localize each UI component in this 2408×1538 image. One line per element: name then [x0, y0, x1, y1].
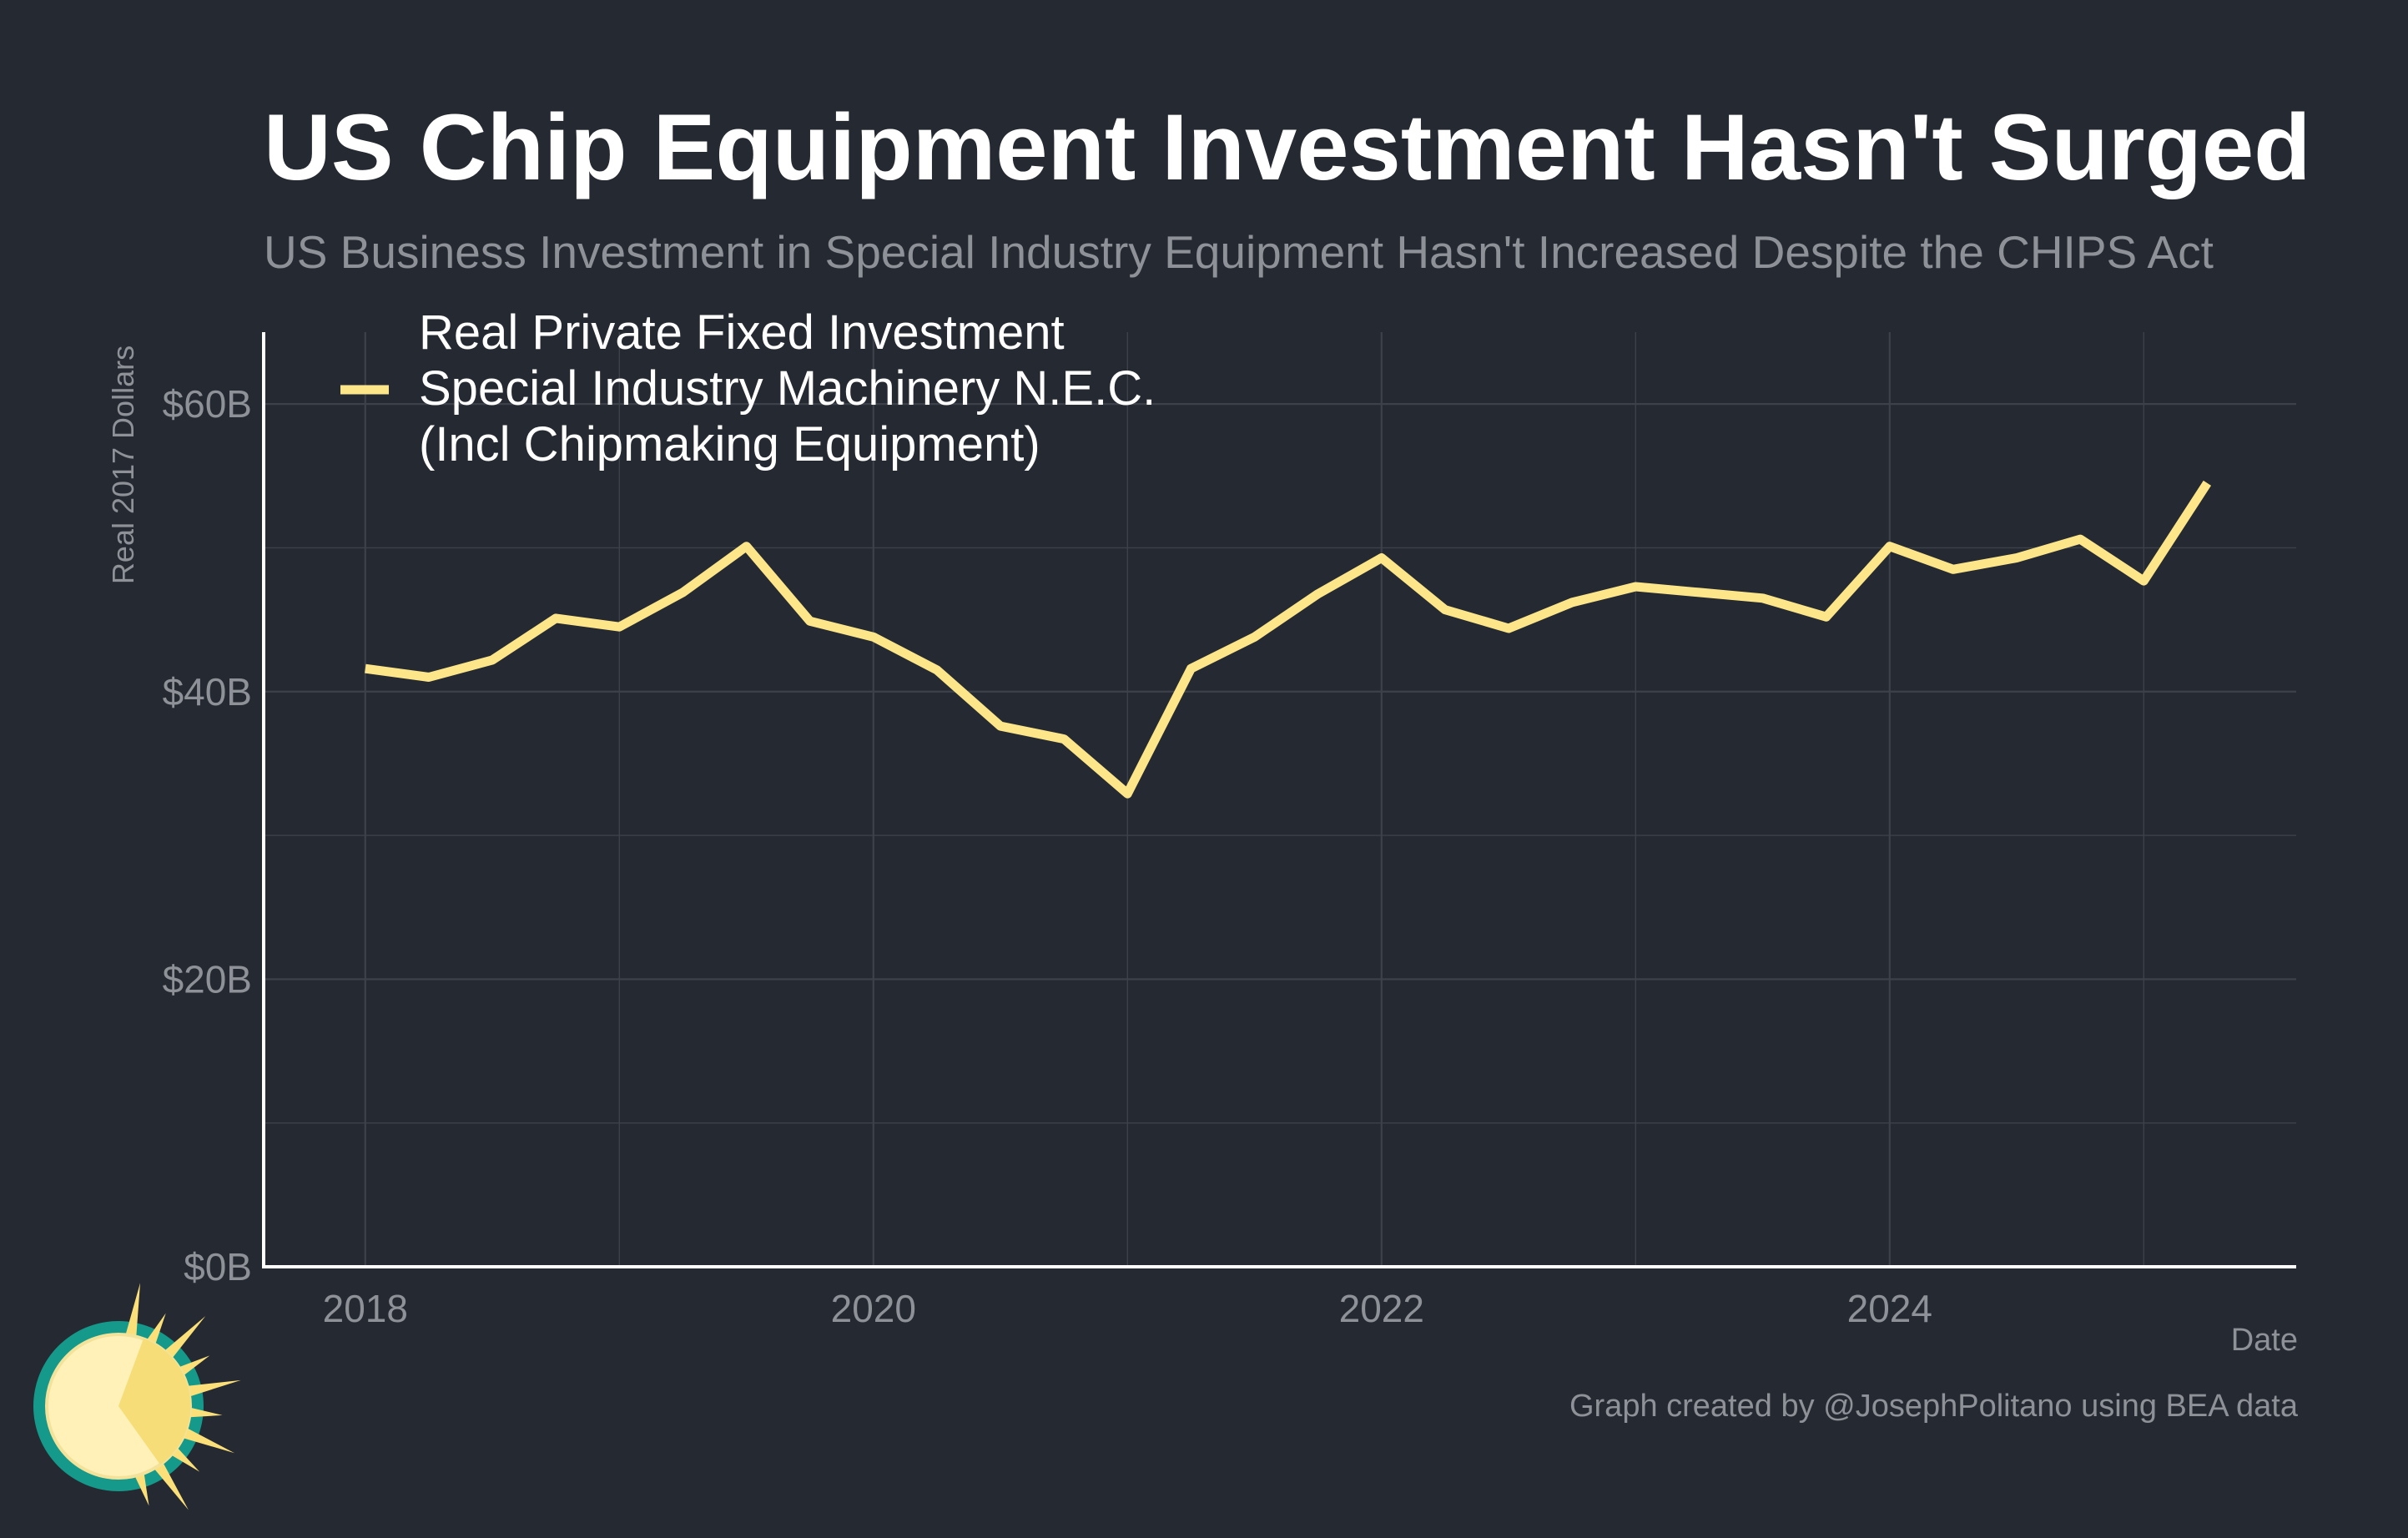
- data-point: [1381, 557, 1383, 559]
- data-point: [1571, 602, 1573, 603]
- logo-ray: [122, 1283, 141, 1349]
- data-point: [2206, 482, 2208, 484]
- logo-ray: [175, 1379, 241, 1400]
- y-tick-label: $0B: [184, 1245, 252, 1288]
- source-credit: Graph created by @JosephPolitano using B…: [1569, 1389, 2298, 1424]
- data-point: [1826, 616, 1827, 618]
- data-point: [1190, 668, 1191, 669]
- data-point: [1952, 568, 1954, 570]
- data-point: [491, 659, 493, 661]
- legend-label: Real Private Fixed Investment: [419, 305, 1065, 360]
- data-point: [809, 620, 811, 622]
- data-point: [1635, 586, 1636, 587]
- data-point: [365, 668, 366, 669]
- data-point: [2016, 557, 2018, 559]
- data-point: [682, 592, 683, 593]
- data-point: [428, 677, 430, 678]
- x-tick-label: 2020: [831, 1287, 916, 1330]
- grid-lines: [264, 332, 2296, 1267]
- logo-sun-shade: [118, 1339, 191, 1465]
- data-point: [746, 546, 748, 547]
- data-point: [1889, 546, 1891, 547]
- data-point: [1000, 725, 1001, 727]
- data-point: [1444, 609, 1446, 611]
- data-point: [1254, 636, 1256, 638]
- y-tick-label: $40B: [163, 670, 252, 714]
- data-point: [936, 669, 938, 671]
- data-point: [2079, 538, 2081, 540]
- sun-logo: [33, 1283, 241, 1510]
- y-tick-label: $20B: [163, 957, 252, 1001]
- tick-labels: $0B $20B $40B $60B 2018 2020 2022 2024: [163, 382, 1932, 1330]
- data-point: [1508, 628, 1509, 629]
- data-point: [1317, 593, 1319, 595]
- x-axis-label: Date: [2230, 1323, 2298, 1358]
- data-point: [618, 626, 620, 628]
- chart-subtitle: US Business Investment in Special Indust…: [264, 226, 2214, 278]
- x-tick-label: 2018: [323, 1287, 408, 1330]
- data-point: [873, 636, 874, 638]
- y-tick-label: $60B: [163, 382, 252, 426]
- data-point: [1063, 739, 1065, 740]
- data-point: [555, 618, 557, 619]
- x-tick-label: 2024: [1847, 1287, 1932, 1330]
- legend-label: Special Industry Machinery N.E.C.: [419, 361, 1156, 416]
- chart-title: US Chip Equipment Investment Hasn't Surg…: [264, 95, 2311, 199]
- series-line: [365, 480, 2212, 799]
- legend-label: (Incl Chipmaking Equipment): [419, 417, 1040, 471]
- x-tick-label: 2022: [1339, 1287, 1424, 1330]
- axes: [262, 332, 2296, 1268]
- data-point: [1698, 592, 1700, 593]
- data-point: [1126, 793, 1128, 794]
- data-point: [2143, 580, 2144, 582]
- data-point: [1762, 598, 1764, 599]
- series-lines: [365, 480, 2212, 799]
